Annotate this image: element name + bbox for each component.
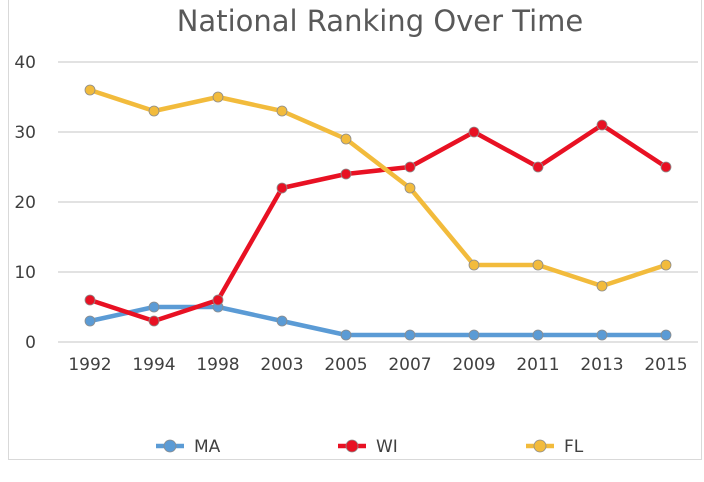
point-ma [84, 315, 96, 327]
y-tick-label: 30 [14, 123, 36, 143]
legend-marker-fl [533, 439, 547, 453]
point-fl [84, 84, 96, 96]
point-ma [532, 329, 544, 341]
chart-border [8, 0, 702, 460]
point-fl [212, 91, 224, 103]
y-tick-label: 10 [14, 263, 36, 283]
point-fl [276, 105, 288, 117]
point-wi [84, 294, 96, 306]
y-tick-label: 20 [14, 193, 36, 213]
point-ma [660, 329, 672, 341]
x-tick-label: 1992 [68, 355, 111, 375]
series-line-wi [87, 122, 669, 324]
point-ma [596, 329, 608, 341]
x-tick-label: 2009 [452, 355, 495, 375]
point-wi [468, 126, 480, 138]
point-wi [148, 315, 160, 327]
point-fl [532, 259, 544, 271]
chart-title: National Ranking Over Time [176, 4, 584, 38]
point-fl [148, 105, 160, 117]
series-line-fl [87, 87, 669, 289]
x-tick-label: 1994 [132, 355, 175, 375]
point-ma [148, 301, 160, 313]
x-tick-label: 2005 [324, 355, 367, 375]
point-wi [596, 119, 608, 131]
legend-marker-wi [345, 439, 359, 453]
legend-marker-ma [163, 439, 177, 453]
point-fl [468, 259, 480, 271]
point-wi [404, 161, 416, 173]
x-tick-label: 1998 [196, 355, 239, 375]
point-ma [468, 329, 480, 341]
point-wi [532, 161, 544, 173]
point-wi [276, 182, 288, 194]
point-ma [276, 315, 288, 327]
point-wi [340, 168, 352, 180]
x-tick-label: 2003 [260, 355, 303, 375]
point-fl [404, 182, 416, 194]
x-tick-label: 2015 [644, 355, 687, 375]
x-tick-label: 2007 [388, 355, 431, 375]
y-tick-label: 40 [14, 53, 36, 73]
point-fl [660, 259, 672, 271]
point-wi [212, 294, 224, 306]
x-tick-label: 2013 [580, 355, 623, 375]
series-line-ma [87, 304, 669, 338]
point-fl [340, 133, 352, 145]
legend-label-ma: MA [194, 437, 221, 457]
legend-label-wi: WI [376, 437, 398, 457]
point-wi [660, 161, 672, 173]
legend-label-fl: FL [564, 437, 584, 457]
point-fl [596, 280, 608, 292]
point-ma [404, 329, 416, 341]
y-tick-label: 0 [25, 333, 36, 353]
x-tick-label: 2011 [516, 355, 559, 375]
point-ma [340, 329, 352, 341]
